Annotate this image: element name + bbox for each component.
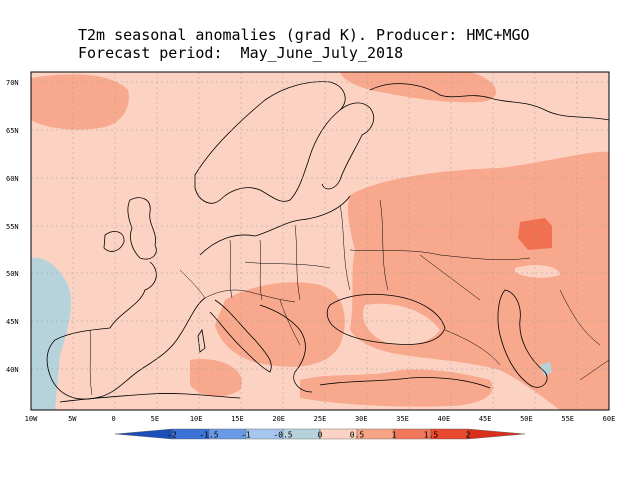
colorbar-label: 1 xyxy=(392,431,397,440)
map-frame xyxy=(30,71,610,411)
colorbar-label: 1.5 xyxy=(424,431,439,440)
latitude-label: 55N xyxy=(6,223,19,231)
latitude-labels: 70N 65N 60N 55N 50N 45N 40N xyxy=(6,79,19,374)
colorbar-label: 0.5 xyxy=(350,431,365,440)
colorbar-swatch xyxy=(114,428,173,440)
map-panel xyxy=(31,72,609,410)
longitude-label: 5W xyxy=(68,415,77,423)
longitude-label: 10E xyxy=(190,415,203,423)
longitude-label: 60E xyxy=(603,415,616,423)
anomaly-region-cool xyxy=(31,257,71,410)
longitude-label: 10W xyxy=(25,415,38,423)
latitude-label: 45N xyxy=(6,318,19,326)
longitude-label: 45E xyxy=(479,415,492,423)
longitude-label: 35E xyxy=(396,415,409,423)
title-line-1: T2m seasonal anomalies (grad K). Produce… xyxy=(78,26,530,44)
longitude-label: 0 xyxy=(111,415,115,423)
longitude-label: 55E xyxy=(561,415,574,423)
colorbar-labels: -2 -1.5 -1 -0.5 0 0.5 1 1.5 2 xyxy=(167,431,470,440)
colorbar-label: -2 xyxy=(167,431,177,440)
longitude-label: 5E xyxy=(151,415,159,423)
map-title: T2m seasonal anomalies (grad K). Produce… xyxy=(78,26,530,62)
colorbar xyxy=(114,428,526,440)
latitude-label: 50N xyxy=(6,270,19,278)
latitude-label: 40N xyxy=(6,366,19,374)
colorbar-label: -1 xyxy=(241,431,251,440)
latitude-label: 65N xyxy=(6,127,19,135)
longitude-label: 15E xyxy=(231,415,244,423)
colorbar-label: 2 xyxy=(466,431,471,440)
anomaly-region-warm xyxy=(31,72,609,410)
colorbar-swatch xyxy=(467,428,526,440)
coastlines xyxy=(46,81,609,403)
latitude-label: 60N xyxy=(6,175,19,183)
colorbar-label: -0.5 xyxy=(273,431,292,440)
longitude-labels: 10W 5W 0 5E 10E 15E 20E 25E 30E 35E 40E 45E 50E 55E 60… xyxy=(25,415,616,423)
graticule xyxy=(31,72,609,410)
colorbar-label: 0 xyxy=(318,431,323,440)
longitude-label: 50E xyxy=(520,415,533,423)
longitude-label: 20E xyxy=(272,415,285,423)
longitude-label: 25E xyxy=(314,415,327,423)
country-borders xyxy=(89,199,609,396)
longitude-label: 30E xyxy=(355,415,368,423)
longitude-label: 40E xyxy=(438,415,451,423)
colorbar-label: -1.5 xyxy=(199,431,218,440)
anomaly-region-neutral xyxy=(363,265,560,346)
latitude-label: 70N xyxy=(6,79,19,87)
title-line-2: Forecast period: May_June_July_2018 xyxy=(78,44,404,62)
